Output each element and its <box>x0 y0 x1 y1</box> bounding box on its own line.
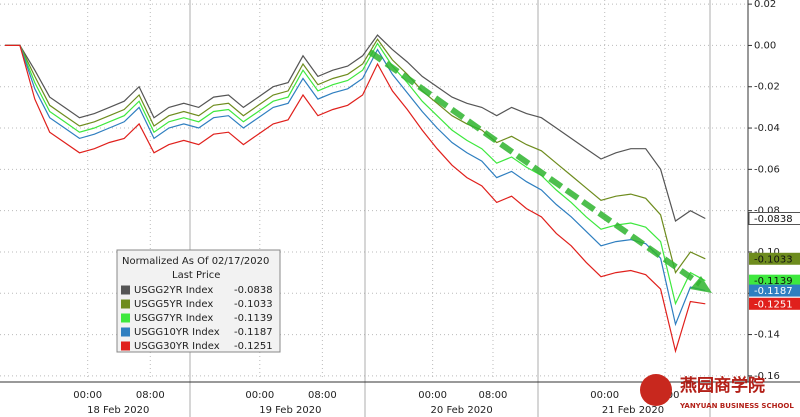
watermark: 燕园商学院 YANYUAN BUSINESS SCHOOL <box>640 374 794 410</box>
last-value-label: -0.1033 <box>754 254 793 265</box>
x-group-label: 18 Feb 2020 <box>87 405 149 416</box>
series-line <box>5 44 706 327</box>
legend-box <box>116 249 281 353</box>
legend-swatch <box>121 299 130 309</box>
last-value-label: -0.1139 <box>754 276 793 287</box>
legend-swatch <box>121 313 130 323</box>
y-tick-label: -0.06 <box>754 164 780 175</box>
legend-swatch <box>121 327 130 337</box>
legend-value: -0.0838 <box>234 285 273 296</box>
legend-label: USGG2YR Index <box>134 285 213 296</box>
last-value-tag <box>749 284 800 297</box>
x-tick-label: 00:00 <box>590 390 619 401</box>
x-tick-label: 08:00 <box>479 390 508 401</box>
last-value-label: -0.1251 <box>754 299 793 310</box>
series-line <box>5 34 706 222</box>
x-tick-label: 08:00 <box>136 390 165 401</box>
x-tick-label: 08:00 <box>308 390 337 401</box>
legend-title: Normalized As Of 02/17/2020 <box>122 256 269 267</box>
series-line <box>5 44 706 354</box>
series-line <box>5 42 706 306</box>
y-tick-label: -0.02 <box>754 82 780 93</box>
logo <box>640 374 672 406</box>
legend-subtitle: Last Price <box>172 270 220 281</box>
x-tick-label: 00:00 <box>73 390 102 401</box>
legend-value: -0.1139 <box>234 313 273 324</box>
y-tick-label: 0.00 <box>754 40 776 51</box>
legend-value: -0.1187 <box>234 327 273 338</box>
x-group-label: 19 Feb 2020 <box>259 405 321 416</box>
series-line <box>5 38 706 274</box>
last-value-tag <box>749 274 800 287</box>
y-tick-label: -0.10 <box>754 247 780 258</box>
last-value-label: -0.1187 <box>754 286 793 297</box>
legend-swatch <box>121 285 130 295</box>
y-tick-label: -0.14 <box>754 330 780 341</box>
legend-value: -0.1251 <box>234 341 273 352</box>
last-value-tag <box>749 297 800 310</box>
last-value-tag <box>749 252 800 265</box>
x-tick-label: 00:00 <box>245 390 274 401</box>
y-tick-label: -0.08 <box>754 206 780 217</box>
x-group-label: 21 Feb 2020 <box>602 405 664 416</box>
legend-swatch <box>121 341 130 351</box>
legend-label: USGG7YR Index <box>134 313 213 324</box>
x-tick-label: 00:00 <box>418 390 447 401</box>
y-tick-label: 0.02 <box>754 0 776 10</box>
y-tick-label: -0.04 <box>754 123 780 134</box>
trend-arrow <box>368 49 702 287</box>
last-value-label: -0.0838 <box>754 214 793 225</box>
watermark-title: 燕园商学院 <box>680 375 765 396</box>
lines <box>5 34 706 354</box>
x-group-label: 20 Feb 2020 <box>431 405 493 416</box>
watermark-subtitle: YANYUAN BUSINESS SCHOOL <box>679 402 794 410</box>
legend-label: USGG30YR Index <box>134 341 220 352</box>
legend-label: USGG5YR Index <box>134 299 213 310</box>
last-value-tag <box>748 212 800 225</box>
y-tick-label: -0.16 <box>754 371 780 382</box>
legend-label: USGG10YR Index <box>134 327 220 338</box>
trend-arrow-head <box>690 276 712 293</box>
legend: Normalized As Of 02/17/2020 Last Price USG… <box>116 249 281 353</box>
legend-value: -0.1033 <box>234 299 273 310</box>
